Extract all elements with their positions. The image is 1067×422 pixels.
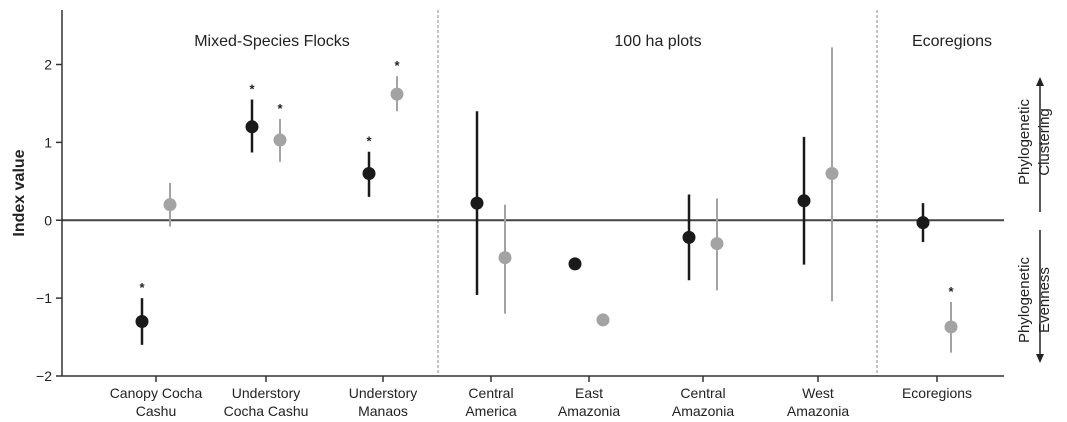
point-light xyxy=(710,237,724,251)
category-label: East Amazonia xyxy=(558,385,620,419)
point-dark xyxy=(362,167,376,181)
category-label-line: Central xyxy=(680,385,725,401)
side-label-clustering: Clustering xyxy=(1036,108,1053,176)
panel-label: Mixed-Species Flocks xyxy=(194,33,350,50)
category-label-line: Understory xyxy=(232,385,300,401)
category-label-line: West xyxy=(802,385,834,401)
category-label-line: Understory xyxy=(349,385,417,401)
y-tick-label: −1 xyxy=(36,290,52,306)
arrow-down-head xyxy=(1036,354,1044,363)
category-label: Understory Manaos xyxy=(349,385,417,419)
point-light xyxy=(825,167,839,181)
point-dark xyxy=(245,120,259,134)
arrow-up-head xyxy=(1036,77,1044,86)
point-light xyxy=(944,320,958,334)
point-dark xyxy=(135,314,149,328)
point-light xyxy=(596,313,610,327)
category-label: West Amazonia xyxy=(787,385,849,419)
chart-text: 2 1 0 −1 −2 Canopy Cocha Cashu Understory Cocha … xyxy=(11,33,1053,419)
point-dark xyxy=(568,257,582,271)
category-label: Central Amazonia xyxy=(672,385,734,419)
category-label-line: Ecoregions xyxy=(902,385,972,401)
side-label-clustering: Phylogenetic xyxy=(1016,99,1033,185)
category-label-line: Cocha Cashu xyxy=(224,403,309,419)
significance-marker: * xyxy=(277,101,283,116)
category-label-line: Amazonia xyxy=(787,403,849,419)
y-axis-label: Index value xyxy=(11,149,28,236)
y-tick-label: 2 xyxy=(44,57,52,73)
side-label-evenness: Evenness xyxy=(1036,267,1053,333)
significance-marker: * xyxy=(948,284,954,299)
significance-marker: * xyxy=(249,82,255,97)
category-label-line: Canopy Cocha xyxy=(110,385,203,401)
chart-marks xyxy=(135,47,958,353)
panel-label: 100 ha plots xyxy=(614,33,701,50)
significance-marker: * xyxy=(394,58,400,73)
significance-marker: * xyxy=(366,134,372,149)
point-dark xyxy=(797,194,811,208)
category-label: Central America xyxy=(465,385,517,419)
category-label: Ecoregions xyxy=(902,385,972,401)
category-label-line: Central xyxy=(468,385,513,401)
category-label-line: East xyxy=(575,385,603,401)
category-label-line: Manaos xyxy=(358,403,408,419)
category-label: Understory Cocha Cashu xyxy=(224,385,309,419)
chart-structure xyxy=(56,10,1044,382)
category-label-line: Cashu xyxy=(136,403,176,419)
point-light xyxy=(163,198,177,212)
y-tick-label: 1 xyxy=(44,134,52,150)
y-tick-label: −2 xyxy=(36,368,52,384)
point-dark xyxy=(470,196,484,210)
category-label-line: Amazonia xyxy=(558,403,620,419)
category-label: Canopy Cocha Cashu xyxy=(110,385,203,419)
significance-marker: * xyxy=(139,280,145,295)
side-label-evenness: Phylogenetic xyxy=(1016,257,1033,343)
panel-label: Ecoregions xyxy=(912,33,992,50)
point-dark xyxy=(682,230,696,244)
point-light xyxy=(390,87,404,101)
category-label-line: America xyxy=(465,403,517,419)
point-light xyxy=(273,133,287,147)
y-tick-label: 0 xyxy=(44,212,52,228)
category-label-line: Amazonia xyxy=(672,403,734,419)
point-dark xyxy=(916,216,930,230)
point-light xyxy=(498,251,512,265)
